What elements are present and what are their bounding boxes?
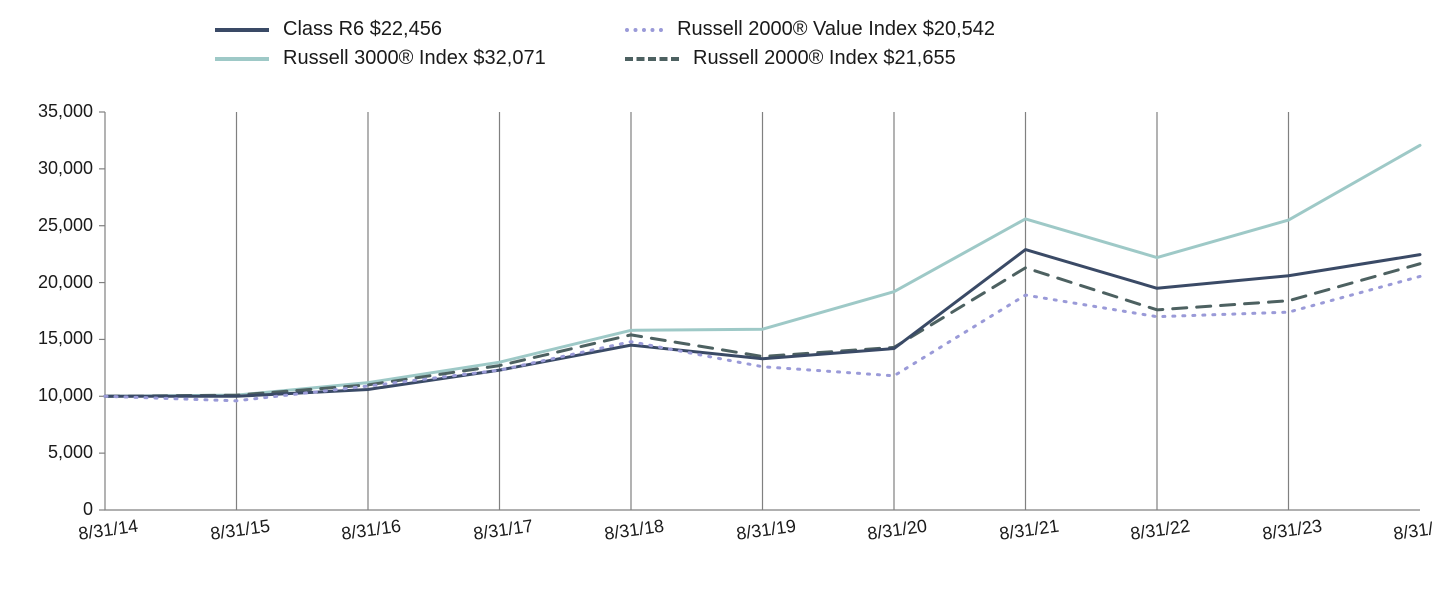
- y-tick-label: 5,000: [0, 442, 93, 463]
- y-tick-label: 35,000: [0, 101, 93, 122]
- legend-label: Russell 2000® Value Index $20,542: [677, 18, 995, 41]
- legend-item: Russell 3000® Index $32,071: [215, 47, 585, 70]
- growth-chart: Class R6 $22,456 Russell 2000® Value Inde…: [0, 0, 1432, 596]
- legend-item: Class R6 $22,456: [215, 18, 585, 41]
- legend-label: Class R6 $22,456: [283, 18, 442, 41]
- legend-swatch-icon: [215, 57, 269, 61]
- legend-label: Russell 2000® Index $21,655: [693, 47, 956, 70]
- y-tick-label: 30,000: [0, 158, 93, 179]
- y-tick-label: 0: [0, 499, 93, 520]
- chart-legend: Class R6 $22,456 Russell 2000® Value Inde…: [215, 18, 1015, 70]
- y-tick-label: 15,000: [0, 328, 93, 349]
- y-tick-label: 10,000: [0, 385, 93, 406]
- legend-swatch-icon: [625, 57, 679, 61]
- y-tick-label: 20,000: [0, 272, 93, 293]
- legend-item: Russell 2000® Index $21,655: [625, 47, 995, 70]
- y-tick-label: 25,000: [0, 215, 93, 236]
- legend-swatch-icon: [625, 28, 663, 32]
- legend-label: Russell 3000® Index $32,071: [283, 47, 546, 70]
- legend-swatch-icon: [215, 28, 269, 32]
- chart-plot: [0, 0, 1432, 596]
- legend-item: Russell 2000® Value Index $20,542: [625, 18, 995, 41]
